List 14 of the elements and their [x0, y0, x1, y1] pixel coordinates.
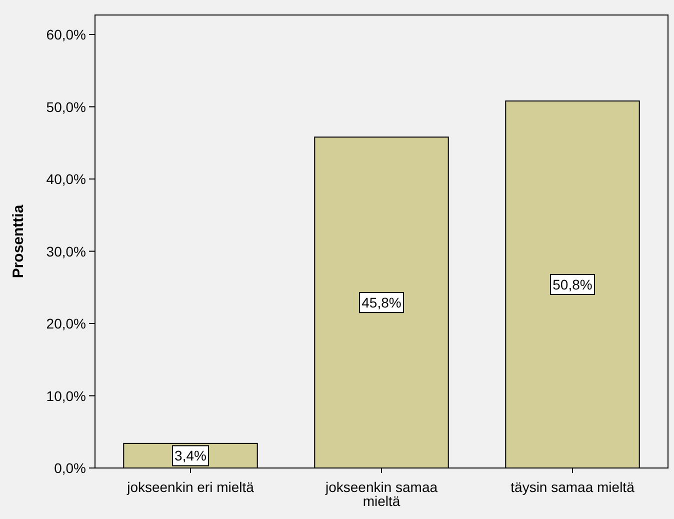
y-tick-label: 20,0%: [46, 316, 86, 332]
y-tick-label: 10,0%: [46, 388, 86, 404]
y-tick-label: 40,0%: [46, 171, 86, 188]
data-label: 45,8%: [362, 294, 402, 311]
data-label: 50,8%: [552, 276, 592, 292]
y-axis-title: Prosenttia: [10, 204, 27, 278]
data-label: 3,4%: [174, 448, 206, 464]
x-tick-label: jokseenkin eri mieltä: [126, 479, 254, 495]
y-tick-label: 0,0%: [54, 460, 86, 476]
x-tick-label: täysin samaa mieltä: [510, 479, 635, 495]
y-tick-label: 60,0%: [46, 26, 86, 43]
y-tick-label: 30,0%: [46, 243, 86, 260]
x-tick-label: jokseenkin samaa mieltä: [324, 479, 438, 509]
y-tick-label: 50,0%: [46, 98, 86, 115]
